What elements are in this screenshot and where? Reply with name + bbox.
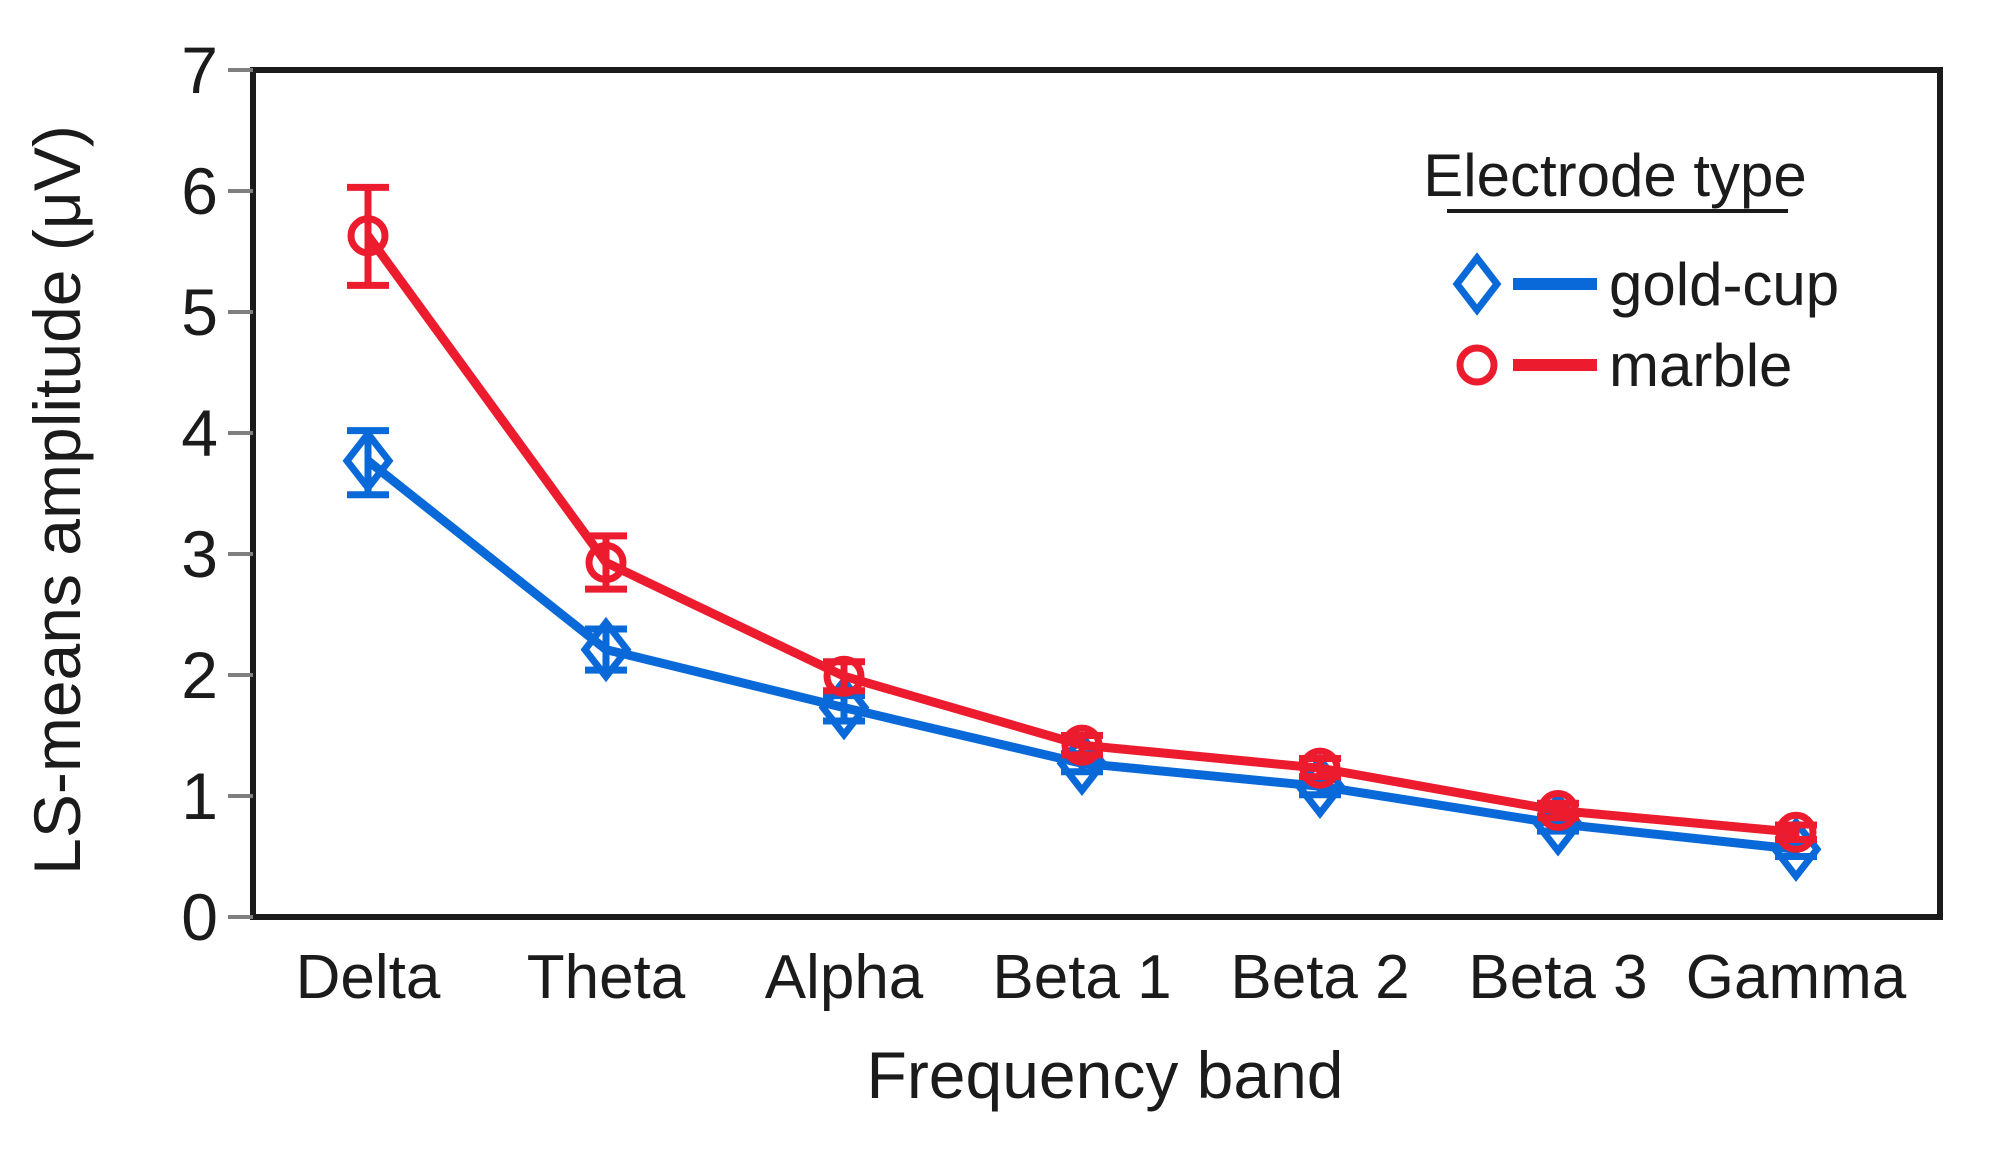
x-category-label: Beta 1 <box>992 943 1171 1012</box>
x-category-label: Gamma <box>1686 943 1907 1012</box>
x-axis-title: Frequency band <box>867 1038 1344 1112</box>
series-marble-marker <box>1775 811 1817 853</box>
y-tick-label: 7 <box>181 33 218 107</box>
legend-item-marble: marble <box>1456 332 1792 399</box>
series-marble-line <box>364 233 1797 837</box>
legend-label: marble <box>1609 332 1792 399</box>
x-category-label: Beta 2 <box>1230 943 1409 1012</box>
y-tick-label: 1 <box>181 759 218 833</box>
y-axis-title: LS-means amplitude (μV) <box>20 125 94 875</box>
series-marble-marker <box>1061 724 1103 766</box>
series-gold-cup-marker <box>342 428 394 494</box>
x-category-label: Beta 3 <box>1468 943 1647 1012</box>
y-tick-label: 5 <box>181 275 218 349</box>
series-marble-marker <box>347 215 389 257</box>
y-tick-label: 4 <box>181 396 218 470</box>
plot-frame <box>250 67 1943 920</box>
x-category-label: Theta <box>527 943 686 1012</box>
legend-title: Electrode type <box>1423 142 1807 209</box>
series-marble-marker <box>823 655 865 697</box>
legend: Electrode type gold-cup marble <box>1423 142 1839 399</box>
legend-item-gold-cup: gold-cup <box>1452 251 1839 318</box>
circle-marker-icon <box>1456 344 1498 386</box>
series-marble-marker <box>585 541 627 583</box>
series-gold-cup-marker <box>580 616 632 683</box>
plot-area: 0 1 2 3 4 5 6 7 Delta Theta Alpha Beta 1 Beta 2 Beta … <box>181 33 1943 1012</box>
series-gold-cup-marker <box>818 674 870 741</box>
y-tick-label: 3 <box>181 517 218 591</box>
series-marble-marker <box>1299 747 1341 789</box>
x-category-label: Delta <box>296 943 441 1012</box>
diamond-marker-icon <box>1452 252 1502 316</box>
series-marble-marker <box>1537 790 1579 832</box>
legend-label: gold-cup <box>1609 251 1839 318</box>
y-tick-label: 0 <box>181 880 218 954</box>
y-tick-label: 2 <box>181 638 218 712</box>
x-category-label: Alpha <box>765 943 924 1012</box>
y-tick-label: 6 <box>181 154 218 228</box>
